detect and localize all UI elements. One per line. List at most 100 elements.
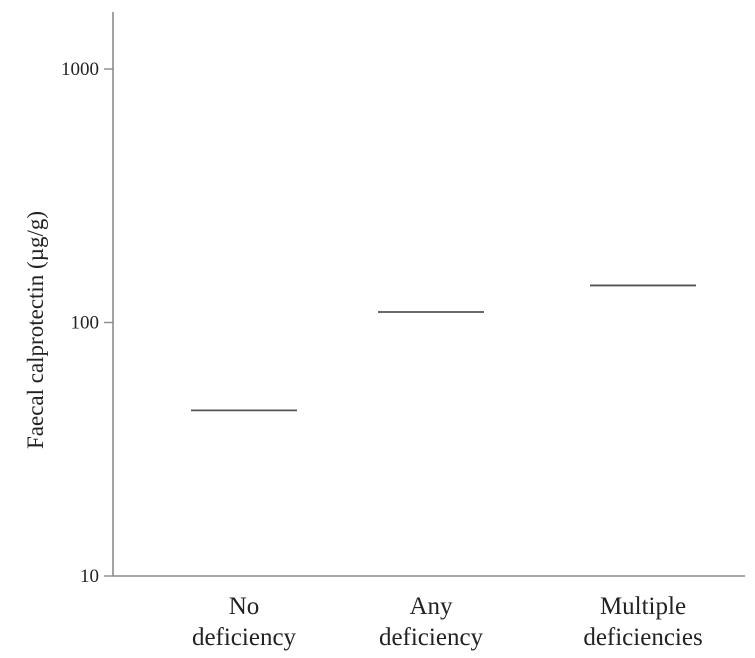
data-point [258, 431, 270, 442]
data-point [425, 171, 437, 182]
data-point [637, 215, 649, 225]
data-point [597, 278, 609, 289]
data-point [425, 325, 437, 335]
data-point [637, 181, 649, 192]
data-point [435, 254, 447, 265]
data-point [657, 239, 669, 250]
data-point [268, 403, 280, 414]
y-tick-label: 1000 [61, 59, 99, 80]
data-point [248, 403, 260, 414]
data-point [248, 323, 260, 334]
data-point [647, 368, 659, 379]
data-point [425, 160, 437, 171]
data-point [647, 219, 659, 230]
data-point [248, 316, 260, 326]
data-point [637, 116, 649, 127]
data-point [637, 340, 649, 351]
data-point [647, 295, 659, 306]
data-point [425, 441, 437, 452]
data-point [657, 278, 669, 289]
y-tick-label: 100 [71, 313, 100, 334]
data-point [637, 278, 649, 289]
x-category-label: deficiencies [583, 624, 702, 651]
data-point [435, 219, 447, 230]
data-point [667, 295, 679, 306]
data-point [425, 143, 437, 154]
y-tick-label: 10 [80, 566, 99, 587]
data-point [228, 337, 240, 348]
data-point [617, 305, 629, 316]
x-category-label: deficiency [192, 624, 297, 651]
data-point [218, 493, 230, 503]
data-point [445, 441, 457, 452]
data-point [627, 316, 639, 326]
data-point [238, 422, 250, 433]
data-point [425, 352, 437, 362]
x-category-label: deficiency [379, 624, 484, 651]
data-point [385, 493, 397, 503]
data-point [445, 493, 457, 503]
data-points [208, 116, 709, 503]
data-point [238, 493, 250, 503]
data-point [405, 493, 417, 503]
data-point [627, 166, 639, 176]
data-point [425, 335, 437, 345]
data-point [637, 126, 649, 137]
data-point [647, 316, 659, 326]
data-point [435, 278, 447, 289]
data-point [627, 171, 639, 182]
data-point [415, 438, 427, 448]
data-point [647, 163, 659, 174]
x-category-label: No [229, 593, 260, 620]
data-point [627, 297, 639, 308]
data-point [425, 452, 437, 463]
data-point [637, 257, 649, 268]
data-point [425, 422, 437, 433]
data-point [637, 198, 649, 209]
x-category-label: Multiple [600, 593, 686, 620]
data-point [637, 416, 649, 427]
data-point [617, 278, 629, 289]
data-point [627, 377, 639, 388]
data-point [677, 278, 689, 289]
data-point [637, 358, 649, 369]
data-point [228, 323, 240, 334]
data-point [657, 300, 669, 311]
data-point [238, 441, 250, 452]
data-point [415, 226, 427, 237]
data-point [258, 493, 270, 503]
data-point [647, 169, 659, 179]
data-point [415, 416, 427, 427]
data-point [425, 340, 437, 351]
data-point [425, 234, 437, 245]
data-point [637, 158, 649, 168]
data-point [577, 278, 589, 289]
data-point [415, 287, 427, 297]
data-point [435, 248, 447, 259]
data-point [647, 234, 659, 245]
data-point [607, 297, 619, 308]
y-axis-title: Faecal calprotectin (µg/g) [23, 211, 48, 449]
data-point [627, 224, 639, 235]
data-point [425, 152, 437, 163]
data-point [617, 248, 629, 259]
data-point [405, 444, 417, 455]
data-point [435, 431, 447, 442]
data-point [238, 438, 250, 448]
data-point [228, 316, 240, 326]
data-point [627, 234, 639, 245]
data-point [435, 408, 447, 419]
data-point [425, 184, 437, 195]
data-point [697, 278, 709, 289]
data-point [637, 305, 649, 316]
data-point [425, 493, 437, 503]
data-point [637, 242, 649, 253]
data-point [208, 403, 220, 414]
data-point [218, 438, 230, 448]
data-point [238, 416, 250, 427]
data-point [248, 332, 260, 343]
data-point [238, 287, 250, 297]
x-category-label: Any [409, 593, 453, 620]
data-point [435, 305, 447, 316]
